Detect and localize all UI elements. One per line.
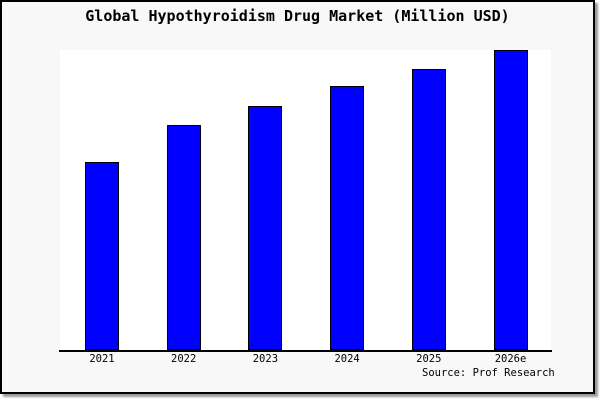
source-note: Source: Prof Research <box>422 367 555 379</box>
x-tick-2022: 2022 <box>171 353 197 365</box>
bar-2025 <box>411 69 446 350</box>
x-tick-2026e: 2026e <box>494 353 527 365</box>
x-tick-2021: 2021 <box>89 353 115 365</box>
x-axis-line <box>59 350 552 352</box>
chart-title: Global Hypothyroidism Drug Market (Milli… <box>85 7 510 25</box>
bar-2022 <box>166 125 201 350</box>
bar-2024 <box>330 86 365 350</box>
bar-2021 <box>85 162 119 350</box>
x-tick-2025: 2025 <box>416 353 442 365</box>
bar-2023 <box>248 106 283 350</box>
chart-canvas: Global Hypothyroidism Drug Market (Milli… <box>0 0 595 394</box>
bar-2026e <box>493 50 528 350</box>
x-tick-2024: 2024 <box>334 353 360 365</box>
x-tick-2023: 2023 <box>252 353 279 365</box>
plot-area <box>60 50 551 350</box>
